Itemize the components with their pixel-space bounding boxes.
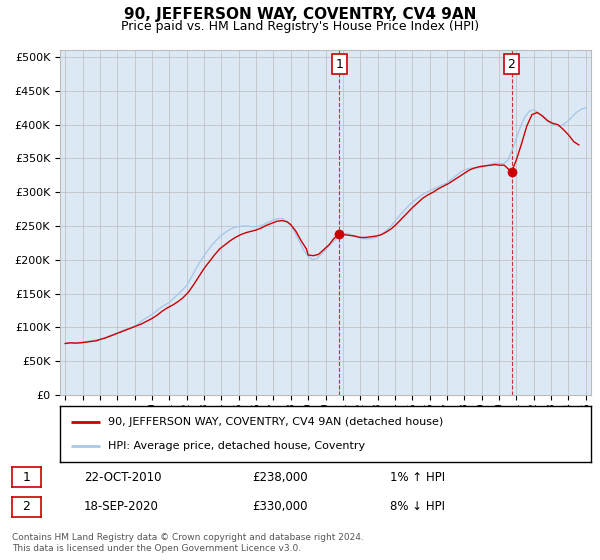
Text: 2: 2 bbox=[22, 500, 31, 514]
Text: 1: 1 bbox=[22, 470, 31, 484]
Text: £330,000: £330,000 bbox=[252, 500, 308, 514]
Text: 8% ↓ HPI: 8% ↓ HPI bbox=[390, 500, 445, 514]
Text: Contains HM Land Registry data © Crown copyright and database right 2024.
This d: Contains HM Land Registry data © Crown c… bbox=[12, 533, 364, 553]
Text: HPI: Average price, detached house, Coventry: HPI: Average price, detached house, Cove… bbox=[108, 441, 365, 451]
Text: Price paid vs. HM Land Registry's House Price Index (HPI): Price paid vs. HM Land Registry's House … bbox=[121, 20, 479, 32]
Text: 1: 1 bbox=[335, 58, 343, 71]
Text: 90, JEFFERSON WAY, COVENTRY, CV4 9AN: 90, JEFFERSON WAY, COVENTRY, CV4 9AN bbox=[124, 7, 476, 22]
Text: 90, JEFFERSON WAY, COVENTRY, CV4 9AN (detached house): 90, JEFFERSON WAY, COVENTRY, CV4 9AN (de… bbox=[108, 417, 443, 427]
Text: 2: 2 bbox=[508, 58, 515, 71]
Text: 1% ↑ HPI: 1% ↑ HPI bbox=[390, 470, 445, 484]
Text: £238,000: £238,000 bbox=[252, 470, 308, 484]
Text: 18-SEP-2020: 18-SEP-2020 bbox=[84, 500, 159, 514]
Text: 22-OCT-2010: 22-OCT-2010 bbox=[84, 470, 161, 484]
